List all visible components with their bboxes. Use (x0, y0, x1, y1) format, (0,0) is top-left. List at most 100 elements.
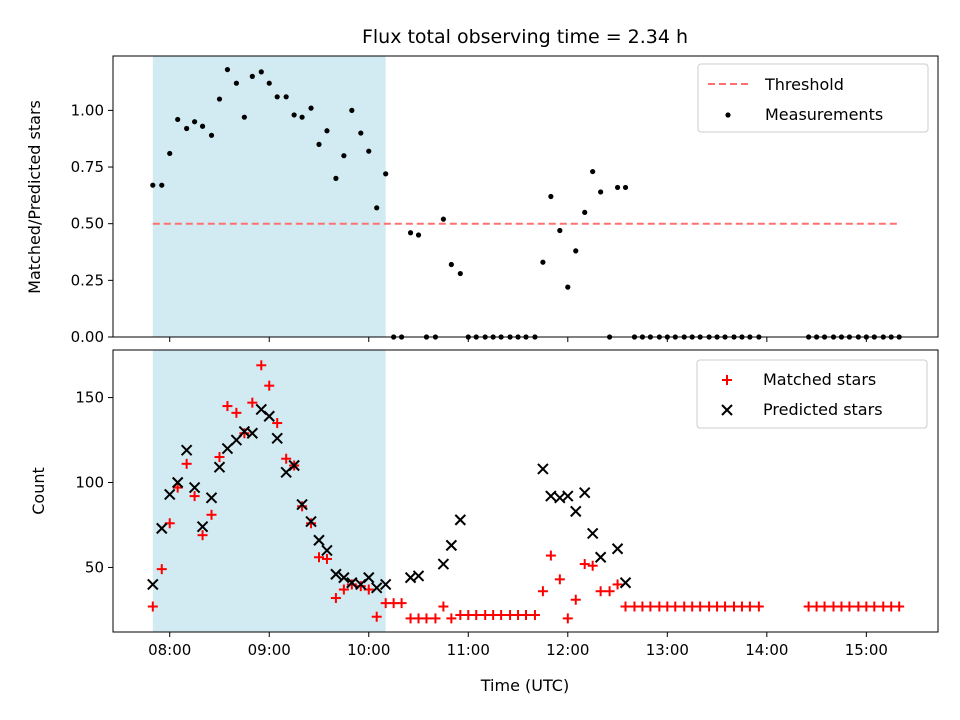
x-tick-label: 10:00 (347, 641, 390, 659)
top-legend-box (697, 63, 929, 133)
measurement-point (349, 107, 355, 113)
matched-star-point (562, 613, 573, 624)
measurement-point (582, 209, 588, 215)
predicted-star-point (188, 481, 201, 494)
measurement-point (540, 259, 546, 265)
measurement-point (622, 184, 629, 191)
matched-star-point (346, 579, 357, 590)
matched-star-point (197, 530, 208, 541)
measurement-point (175, 116, 181, 123)
matched-star-point (720, 601, 731, 612)
y-tick-label: 100 (75, 474, 104, 492)
matched-star-point (894, 601, 905, 612)
matched-star-point (330, 593, 341, 604)
measurement-point (440, 216, 446, 222)
measurement-point (266, 80, 272, 86)
matched-star-point (156, 564, 167, 575)
matched-star-point (281, 453, 292, 464)
matched-star-point (421, 613, 432, 624)
measurement-point (308, 105, 314, 111)
predicted-star-point (196, 520, 209, 533)
measurement-point (383, 171, 389, 177)
matched-star-point (587, 560, 598, 571)
predicted-star-point (338, 571, 350, 584)
matched-star-point (206, 509, 217, 520)
measurement-point (407, 230, 414, 236)
predicted-star-point (205, 492, 218, 504)
matched-star-point (172, 482, 183, 493)
matched-star-point (438, 601, 449, 612)
x-tick-label: 08:00 (148, 641, 191, 659)
matched-star-point (529, 610, 540, 621)
predicted-star-point (586, 527, 599, 540)
matched-star-point (869, 601, 880, 612)
y-tick-label: 0.25 (71, 271, 104, 289)
matched-star-point (579, 559, 590, 570)
measurement-point (249, 73, 255, 79)
matched-star-point (446, 613, 457, 624)
x-tick-label: 11:00 (447, 641, 490, 659)
y-tick-label: 0.00 (71, 328, 104, 346)
measurement-point (199, 123, 206, 129)
measurement-point (258, 69, 264, 75)
predicted-star-point (445, 539, 458, 552)
bottom-legend-box (696, 359, 928, 429)
measurement-point (573, 248, 579, 254)
predicted-star-point (313, 534, 325, 546)
predicted-star-point (537, 463, 549, 475)
measurement-point (614, 184, 621, 191)
measurement-point (159, 182, 165, 188)
predicted-star-point (330, 568, 342, 580)
bottom-axes: 50 100 150 08:00 09:00 10:00 11:00 12:00 13:00 14… (75, 389, 888, 659)
matched-star-point (744, 601, 755, 612)
matched-star-point (314, 552, 325, 563)
matched-star-point (272, 418, 283, 429)
matched-star-point (147, 601, 158, 612)
measurement-point (224, 66, 231, 73)
matched-star-point (520, 610, 531, 621)
measurement-point (457, 270, 463, 277)
predicted-star-point (346, 577, 358, 589)
matched-star-point (471, 610, 482, 621)
predicted-star-point (611, 543, 624, 555)
x-tick-label: 12:00 (546, 641, 589, 659)
predicted-star-point (147, 578, 159, 591)
matched-star-point (371, 611, 382, 622)
legend-measurements-swatch (725, 112, 731, 118)
top-plot-frame (112, 55, 939, 338)
matched-star-point (321, 553, 332, 564)
top-shaded-region (152, 56, 386, 337)
matched-star-point (214, 452, 225, 463)
bottom-shaded-region (152, 350, 386, 632)
matched-star-point (231, 407, 242, 418)
matched-star-point (189, 491, 200, 502)
predicted-star-point (221, 442, 234, 455)
matched-star-point (396, 598, 407, 609)
predicted-star-point (570, 505, 582, 518)
x-tick-label: 13:00 (646, 641, 689, 659)
measurement-point (565, 284, 571, 290)
matched-star-point (181, 458, 192, 469)
y-tick-label: 0.75 (71, 158, 104, 176)
predicted-star-point (164, 488, 176, 501)
matched-star-point (306, 518, 317, 529)
matched-star-point (537, 586, 548, 597)
matched-star-point (620, 601, 631, 612)
predicted-star-point (156, 522, 168, 535)
matched-star-point (222, 401, 233, 412)
count-points (147, 360, 905, 624)
bottom-panel: 50 100 150 08:00 09:00 10:00 11:00 12:00 13:00 14… (29, 349, 939, 695)
measurement-point (358, 130, 364, 136)
measurement-point (283, 94, 289, 100)
matched-star-point (496, 610, 507, 621)
measurement-point (324, 128, 330, 134)
measurement-point (448, 261, 454, 268)
measurement-point (557, 227, 563, 234)
predicted-star-point (437, 558, 450, 570)
measurement-point (415, 232, 422, 238)
measurement-point (598, 189, 604, 195)
y-tick-label: 50 (85, 558, 104, 576)
matched-star-point (355, 581, 366, 592)
matched-star-point (338, 584, 349, 595)
